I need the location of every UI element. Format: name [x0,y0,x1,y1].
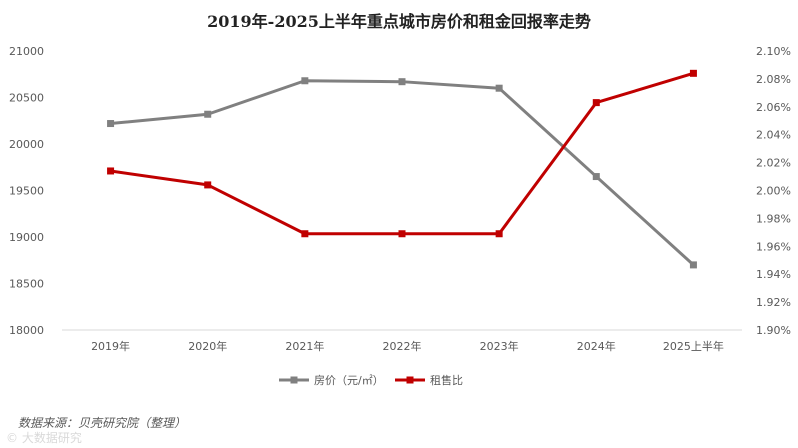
legend-marker-1 [290,376,298,384]
y-left-tick-label: 18500 [9,278,44,291]
y-right-tick-label: 1.92% [756,296,791,309]
series-1-point [204,110,212,118]
series-2-point [689,69,697,77]
series-line-2 [110,71,694,236]
y-left-tick-label: 19500 [9,185,44,198]
series-1-point [689,261,697,269]
series-1-point [107,120,115,128]
y-right-tick-label: 2.10% [756,45,791,58]
legend-label-2: 租售比 [430,373,463,387]
series-2-point [204,181,212,189]
y-right-tick-label: 2.08% [756,73,791,86]
series-1-point [301,77,309,85]
y-right-tick-label: 1.98% [756,212,791,225]
x-tick-label: 2022年 [383,339,422,353]
legend: 房价（元/㎡） 租售比 [279,373,463,387]
series-2-point [398,230,406,238]
series-layer [107,69,697,269]
legend-label-1: 房价（元/㎡） [314,374,384,387]
x-tick-label: 2019年 [91,339,130,353]
series-2-point [301,230,309,238]
series-1-point [592,173,600,181]
y-right-tick-label: 1.90% [756,324,791,337]
y-left-tick-label: 21000 [9,45,44,58]
axes: 18000 18500 19000 19500 20000 20500 21000 1.90%… [9,45,791,353]
y-left-tick-label: 20000 [9,138,44,151]
series-2-point [107,167,115,175]
series-2-point [495,230,503,238]
y-right-tick-label: 2.00% [756,185,791,198]
y-right-tick-label: 2.04% [756,129,791,142]
chart-title: 2019年-2025上半年重点城市房价和租金回报率走势 [207,12,591,31]
y-left-tick-label: 19000 [9,231,44,244]
source-note: 数据来源：贝壳研究院（整理） [18,416,186,430]
y-right-tick-label: 1.94% [756,268,791,281]
legend-marker-2 [406,376,414,384]
series-1-point [398,78,406,86]
series-2-point [592,99,600,107]
x-tick-label: 2024年 [577,339,616,353]
y-left-tick-label: 18000 [9,324,44,337]
y-right-tick-label: 1.96% [756,240,791,253]
series-line-1 [110,79,695,267]
series-1-point [495,84,503,92]
y-right-tick-label: 2.06% [756,101,791,114]
x-tick-label: 2025上半年 [663,339,724,353]
watermark: © 大数据研究 [6,430,82,445]
x-tick-label: 2021年 [285,339,324,353]
x-tick-label: 2020年 [188,339,227,353]
x-tick-label: 2023年 [480,339,519,353]
y-left-tick-label: 20500 [9,92,44,105]
y-right-tick-label: 2.02% [756,157,791,170]
